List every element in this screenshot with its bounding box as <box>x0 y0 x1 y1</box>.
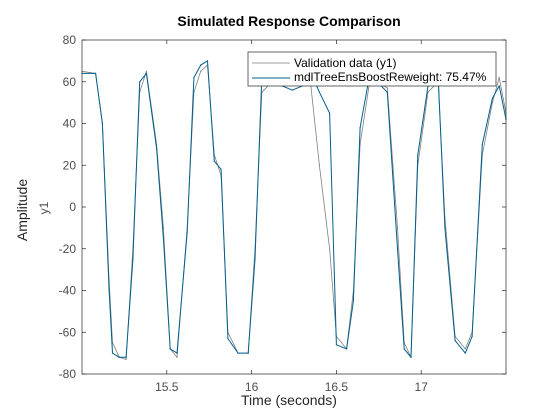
data-point-model <box>346 348 348 350</box>
data-point-validation <box>491 102 493 104</box>
data-point-model <box>193 77 195 79</box>
data-point-model <box>125 356 127 358</box>
x-axis: 15.5 16 16.5 17 <box>155 40 428 394</box>
data-point-model <box>359 127 361 129</box>
data-point-model <box>227 337 229 340</box>
data-point-model <box>410 356 412 358</box>
y-tick-label: -20 <box>59 242 77 256</box>
data-point-model <box>386 91 388 93</box>
data-point-validation <box>386 87 388 89</box>
y-tick-label: 60 <box>63 75 77 89</box>
data-point-model <box>471 335 473 337</box>
legend-box <box>247 51 497 87</box>
y-tick-label: -80 <box>59 367 77 381</box>
x-axis-label: Time (seconds) <box>241 392 337 408</box>
data-point-model <box>139 81 141 83</box>
data-point-model <box>162 237 164 239</box>
data-point-model <box>352 300 354 302</box>
y-tick-label: 40 <box>63 117 77 131</box>
data-point-model <box>220 168 222 170</box>
data-point-model <box>156 147 158 150</box>
x-tick-label: 17 <box>415 380 429 394</box>
data-point-model <box>403 348 405 350</box>
y-axis-label: Amplitude <box>14 179 30 241</box>
y-axis: -80 -60 -40 -20 0 20 40 60 80 <box>59 33 506 381</box>
data-point-validation <box>200 70 202 72</box>
data-point-model <box>464 352 466 354</box>
data-point-model <box>498 85 500 87</box>
data-point-model <box>213 160 215 162</box>
data-point-model <box>454 340 456 342</box>
data-point-model <box>481 143 483 145</box>
data-point-model <box>291 89 293 91</box>
data-point-model <box>145 72 147 74</box>
data-point-model <box>200 64 202 66</box>
data-point-model <box>318 91 320 93</box>
y-tick-label: -60 <box>59 325 77 339</box>
data-point-model <box>237 352 239 354</box>
data-point-validation <box>125 358 127 360</box>
data-point-validation <box>176 356 178 358</box>
data-point-model <box>491 97 493 99</box>
y-axis-sublabel: y1 <box>37 201 51 214</box>
data-point-model <box>111 352 114 354</box>
data-point-model <box>396 248 399 250</box>
data-point-model <box>176 352 178 354</box>
data-point-model <box>444 227 446 229</box>
data-point-model <box>335 344 337 346</box>
x-tick-label: 16.5 <box>325 380 349 394</box>
data-point-validation <box>396 227 399 229</box>
data-point-model <box>132 258 134 260</box>
legend: Validation data (y1) mdlTreeEnsBoostRewe… <box>247 51 497 87</box>
legend-label-validation: Validation data (y1) <box>294 56 397 70</box>
y-tick-label: 0 <box>69 200 76 214</box>
plot-area <box>82 40 506 374</box>
y-tick-label: 80 <box>63 33 77 47</box>
y-tick-label: 20 <box>63 158 77 172</box>
data-point-validation <box>145 70 147 72</box>
data-point-model <box>118 356 120 358</box>
data-point-model <box>417 154 419 156</box>
data-point-model <box>186 231 188 233</box>
data-point-model <box>254 258 256 260</box>
x-tick-label: 16 <box>245 380 259 394</box>
data-point-model <box>95 72 97 74</box>
y-tick-label: -40 <box>59 284 77 298</box>
x-tick-label: 15.5 <box>155 380 179 394</box>
legend-label-model: mdlTreeEnsBoostReweight: 75.47% <box>294 70 487 84</box>
data-point-validation <box>318 164 320 166</box>
data-point-validation <box>498 77 500 79</box>
data-point-validation <box>427 91 429 93</box>
chart-title: Simulated Response Comparison <box>177 13 400 29</box>
data-point-validation <box>329 248 331 250</box>
data-point-model <box>329 112 331 114</box>
data-point-model <box>247 352 249 354</box>
data-point-model <box>108 289 110 292</box>
data-point-model <box>206 60 209 62</box>
data-point-model <box>101 122 103 125</box>
data-point-model <box>169 348 171 350</box>
data-point-validation <box>464 348 466 350</box>
